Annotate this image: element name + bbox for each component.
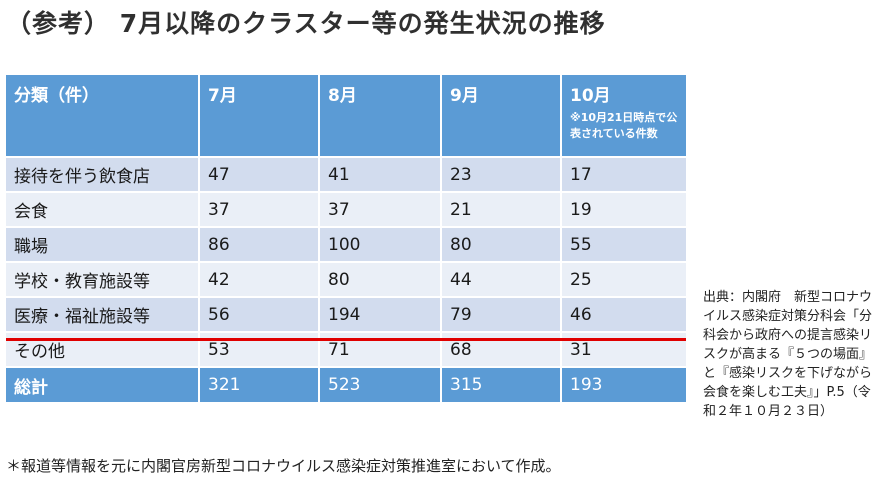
cell-october: 31 — [560, 331, 688, 368]
cell-july: 86 — [198, 226, 320, 263]
page-title: （参考） 7月以降のクラスター等の発生状況の推移 — [6, 9, 606, 38]
cell-august: 80 — [318, 261, 442, 298]
table-row-highlighted: 医療・福祉施設等 56 194 79 46 — [4, 296, 688, 333]
cell-september: 79 — [440, 296, 562, 333]
cell-july: 56 — [198, 296, 320, 333]
total-september: 315 — [440, 366, 562, 404]
header-july: 7月 — [198, 73, 320, 158]
total-label: 総計 — [4, 366, 200, 404]
cell-october: 19 — [560, 191, 688, 228]
cell-august: 37 — [318, 191, 442, 228]
cell-september: 80 — [440, 226, 562, 263]
cell-july: 42 — [198, 261, 320, 298]
row-category: 学校・教育施設等 — [4, 261, 200, 298]
cell-october: 46 — [560, 296, 688, 333]
table-header-row: 分類（件） 7月 8月 9月 10月 ※10月21日時点で公表されている件数 — [4, 73, 688, 158]
cell-september: 21 — [440, 191, 562, 228]
cell-september: 68 — [440, 331, 562, 368]
cell-october: 25 — [560, 261, 688, 298]
cell-september: 23 — [440, 156, 562, 193]
table-row: 会食 37 37 21 19 — [4, 191, 688, 228]
highlight-underline — [6, 338, 686, 341]
table-row: その他 53 71 68 31 — [4, 331, 688, 368]
row-category: 接待を伴う飲食店 — [4, 156, 200, 193]
cell-august: 100 — [318, 226, 442, 263]
cell-october: 17 — [560, 156, 688, 193]
table-row: 職場 86 100 80 55 — [4, 226, 688, 263]
header-september: 9月 — [440, 73, 562, 158]
row-category: 医療・福祉施設等 — [4, 296, 200, 333]
total-july: 321 — [198, 366, 320, 404]
footnote: ＊報道等情報を元に内閣官房新型コロナウイルス感染症対策推進室において作成。 — [6, 457, 561, 475]
header-august: 8月 — [318, 73, 442, 158]
cluster-table: 分類（件） 7月 8月 9月 10月 ※10月21日時点で公表されている件数 接… — [4, 73, 688, 404]
october-note: ※10月21日時点で公表されている件数 — [570, 111, 678, 140]
cell-july: 53 — [198, 331, 320, 368]
source-citation: 出典：内閣府 新型コロナウイルス感染症対策分科会「分科会から政府への提言感染リス… — [703, 290, 873, 419]
header-october: 10月 ※10月21日時点で公表されている件数 — [560, 73, 688, 158]
total-october: 193 — [560, 366, 688, 404]
cell-october: 55 — [560, 226, 688, 263]
cell-august: 194 — [318, 296, 442, 333]
row-category: その他 — [4, 331, 200, 368]
cell-july: 37 — [198, 191, 320, 228]
table-row: 接待を伴う飲食店 47 41 23 17 — [4, 156, 688, 193]
row-category: 職場 — [4, 226, 200, 263]
table-row: 学校・教育施設等 42 80 44 25 — [4, 261, 688, 298]
cell-august: 41 — [318, 156, 442, 193]
cell-september: 44 — [440, 261, 562, 298]
cell-august: 71 — [318, 331, 442, 368]
table-total-row: 総計 321 523 315 193 — [4, 366, 688, 404]
header-category: 分類（件） — [4, 73, 200, 158]
cell-july: 47 — [198, 156, 320, 193]
total-august: 523 — [318, 366, 442, 404]
row-category: 会食 — [4, 191, 200, 228]
